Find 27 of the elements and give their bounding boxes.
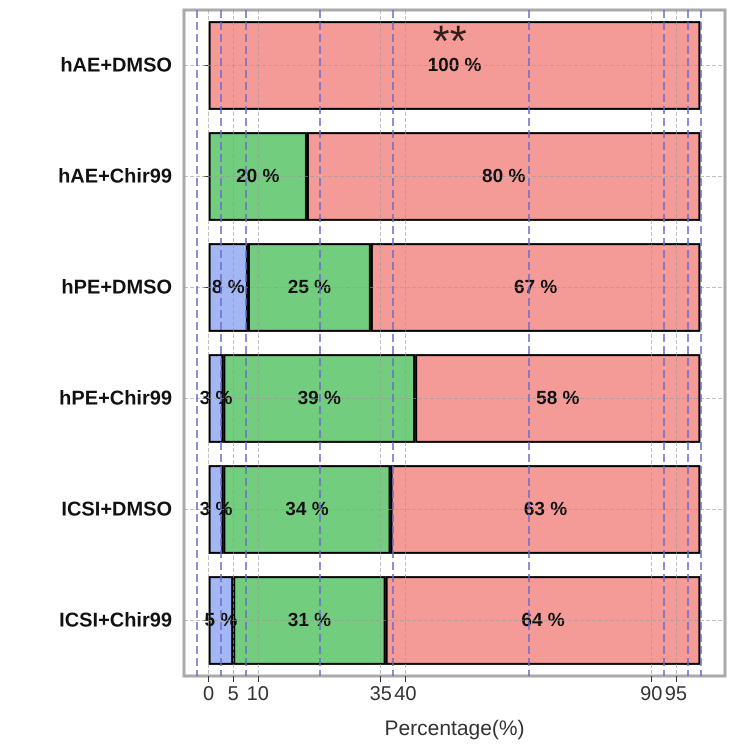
y-tick-label: hPE+Chir99 xyxy=(59,388,172,410)
y-tick-label: hAE+Chir99 xyxy=(58,166,172,188)
data-label: 25 % xyxy=(288,277,332,298)
data-label: 63 % xyxy=(524,499,568,520)
data-label: 31 % xyxy=(288,610,332,631)
data-label: 39 % xyxy=(298,388,342,409)
x-axis-title: Percentage(%) xyxy=(384,717,525,740)
data-label: 8 % xyxy=(212,277,245,298)
data-label: 100 % xyxy=(428,55,482,76)
x-tick-label: 90 xyxy=(640,683,662,705)
data-label: 80 % xyxy=(482,166,526,187)
x-tick-label: 0 xyxy=(203,683,214,705)
data-label: 64 % xyxy=(521,610,565,631)
x-tick-label: 10 xyxy=(246,683,269,705)
y-tick-label: ICSI+DMSO xyxy=(61,498,172,520)
data-label: 20 % xyxy=(236,166,280,187)
x-tick-label: 40 xyxy=(394,683,416,705)
data-label: 58 % xyxy=(536,388,580,409)
x-tick-label: 5 xyxy=(228,683,239,705)
data-label: 34 % xyxy=(285,499,329,520)
bar xyxy=(208,21,700,110)
x-tick-label: 35 xyxy=(370,683,392,705)
y-tick-label: hPE+DMSO xyxy=(61,276,172,298)
data-label: 67 % xyxy=(514,277,558,298)
x-tick-label: 95 xyxy=(664,683,687,705)
y-tick-label: ICSI+Chir99 xyxy=(59,610,172,632)
y-tick-label: hAE+DMSO xyxy=(60,54,172,76)
